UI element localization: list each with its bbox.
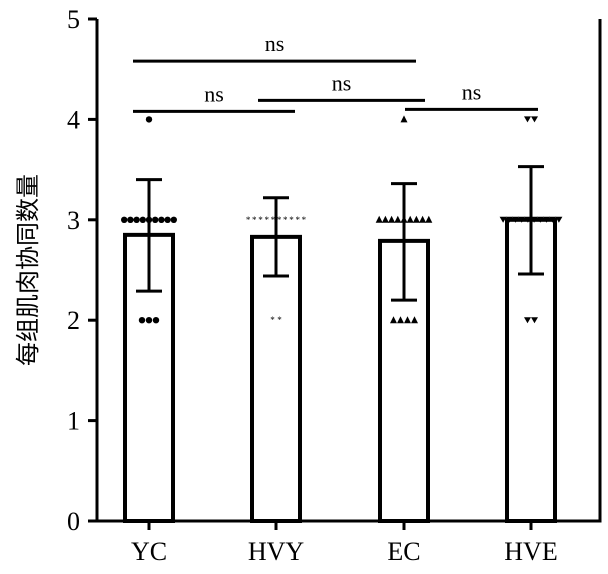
data-point bbox=[139, 216, 146, 223]
data-point bbox=[394, 215, 402, 223]
y-tick-label: 1 bbox=[67, 407, 80, 436]
significance-label: ns bbox=[204, 81, 224, 106]
data-point bbox=[390, 316, 397, 324]
y-axis-label: 每组肌肉协同数量 bbox=[15, 174, 42, 366]
data-point bbox=[121, 216, 128, 223]
data-point bbox=[536, 216, 544, 223]
data-point bbox=[145, 116, 153, 123]
data-point: * bbox=[270, 315, 275, 325]
y-tick-label: 3 bbox=[67, 206, 80, 235]
data-point: * bbox=[289, 215, 294, 225]
bar-group-EC: EC bbox=[375, 115, 433, 566]
bar-group-HVE: HVE bbox=[499, 116, 563, 566]
data-point bbox=[549, 216, 557, 223]
data-point bbox=[145, 317, 153, 324]
data-point bbox=[412, 215, 420, 223]
data-point: * bbox=[252, 215, 257, 225]
bar bbox=[250, 234, 302, 523]
data-point bbox=[404, 316, 411, 324]
data-point bbox=[411, 316, 418, 324]
y-tick-label: 2 bbox=[67, 306, 80, 335]
y-tick-label: 4 bbox=[67, 105, 80, 134]
data-point bbox=[152, 216, 159, 223]
bar-group-HVY: * ** * * * * * * * * *HVY bbox=[246, 196, 307, 566]
data-point bbox=[543, 216, 550, 223]
data-point: * bbox=[258, 215, 263, 225]
data-point bbox=[388, 215, 396, 223]
data-point: * bbox=[246, 215, 251, 225]
data-point bbox=[524, 317, 531, 324]
data-point bbox=[406, 215, 414, 223]
data-point bbox=[158, 216, 165, 223]
data-point bbox=[555, 216, 563, 223]
data-point: * bbox=[295, 215, 300, 225]
data-point bbox=[152, 317, 160, 324]
data-point bbox=[400, 115, 408, 123]
data-point bbox=[133, 216, 140, 223]
data-point bbox=[375, 215, 383, 223]
significance-label: ns bbox=[462, 79, 482, 104]
data-point bbox=[505, 216, 513, 223]
x-tick-label: YC bbox=[131, 537, 167, 566]
data-point: * bbox=[302, 215, 307, 225]
data-point: * bbox=[264, 215, 269, 225]
y-tick-label: 5 bbox=[67, 5, 80, 34]
data-point bbox=[425, 215, 433, 223]
data-point bbox=[531, 317, 538, 324]
x-tick-label: HVE bbox=[504, 537, 557, 566]
data-point bbox=[381, 215, 389, 223]
data-point bbox=[518, 216, 526, 223]
data-point bbox=[524, 116, 531, 123]
data-point bbox=[419, 215, 427, 223]
significance-label: ns bbox=[332, 70, 352, 95]
y-tick-label: 0 bbox=[67, 507, 80, 536]
data-point bbox=[531, 116, 538, 123]
bar-group-YC: YC bbox=[121, 116, 177, 566]
data-point bbox=[127, 216, 134, 223]
data-point: * bbox=[271, 215, 276, 225]
data-point bbox=[138, 317, 146, 324]
data-point: * bbox=[277, 215, 282, 225]
data-point: * bbox=[277, 315, 282, 325]
data-point bbox=[499, 216, 507, 223]
x-tick-label: EC bbox=[387, 537, 420, 566]
data-point bbox=[512, 216, 519, 223]
significance-label: ns bbox=[265, 31, 285, 56]
data-point: * bbox=[283, 215, 288, 225]
data-point bbox=[164, 216, 171, 223]
x-tick-label: HVY bbox=[248, 537, 305, 566]
data-point bbox=[170, 216, 177, 223]
data-point bbox=[397, 316, 404, 324]
